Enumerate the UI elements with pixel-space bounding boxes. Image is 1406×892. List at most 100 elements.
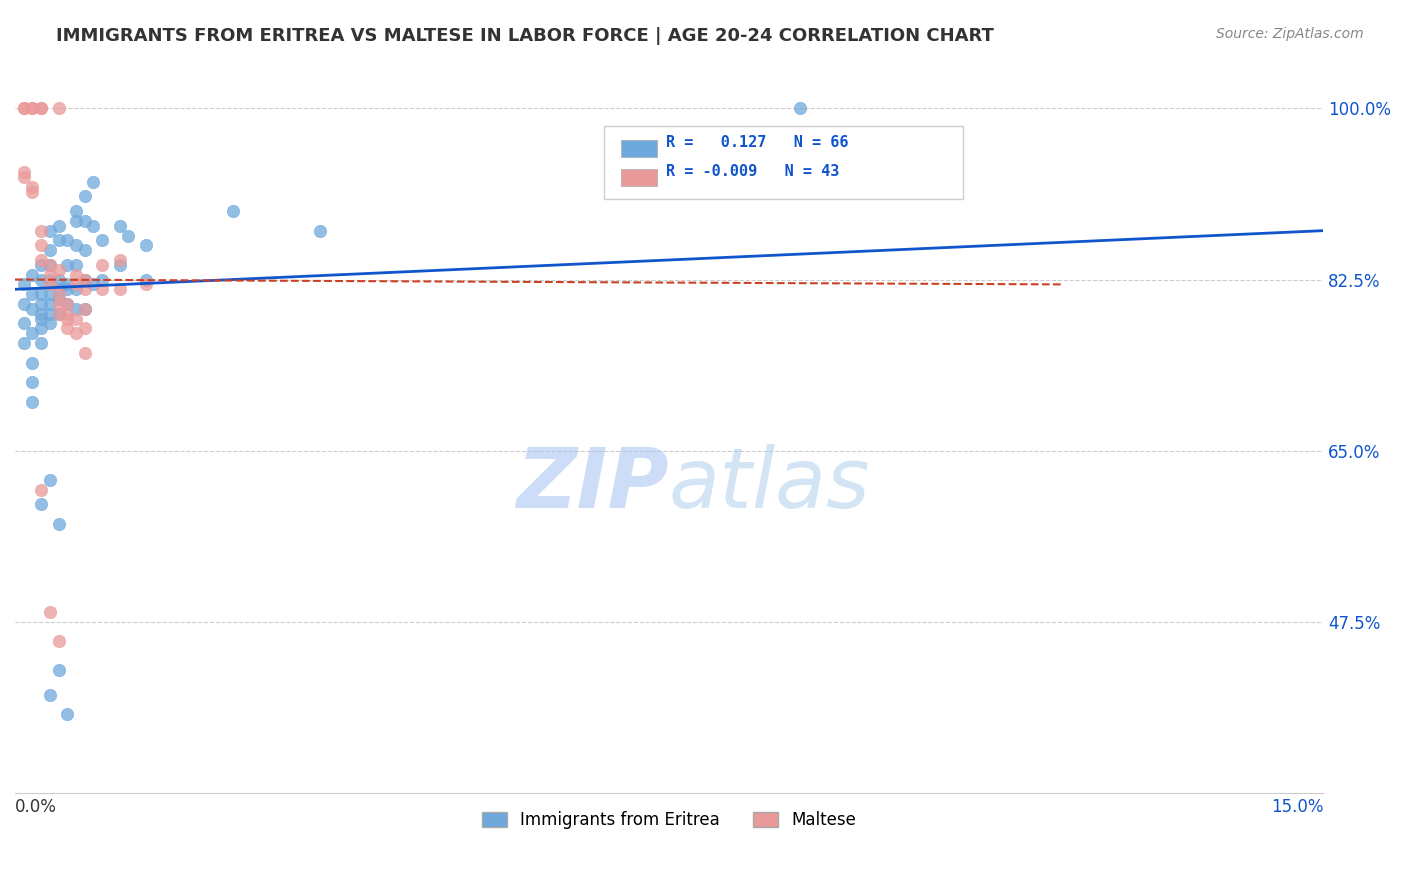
Point <box>30 336 52 351</box>
Point <box>21 326 44 341</box>
Point <box>65 301 87 316</box>
Point <box>30 102 52 116</box>
Point <box>135 277 157 292</box>
Bar <box>620 139 657 157</box>
Point <box>48 634 70 648</box>
Point <box>13 277 35 292</box>
Point <box>56 234 79 248</box>
Point <box>30 224 52 238</box>
Point <box>30 272 52 286</box>
Point <box>73 282 96 296</box>
Point <box>48 282 70 296</box>
Point <box>91 272 114 286</box>
Point <box>117 228 139 243</box>
Point <box>30 102 52 116</box>
Point <box>30 258 52 272</box>
Point <box>82 219 104 233</box>
Point <box>108 252 131 267</box>
Point <box>13 317 35 331</box>
Point <box>65 214 87 228</box>
Point <box>135 272 157 286</box>
Point <box>48 234 70 248</box>
Text: R =   0.127   N = 66: R = 0.127 N = 66 <box>666 135 849 150</box>
Point <box>65 258 87 272</box>
Point <box>108 258 131 272</box>
Point <box>65 282 87 296</box>
Point <box>48 262 70 277</box>
Point <box>56 307 79 321</box>
Point <box>56 277 79 292</box>
Point <box>30 307 52 321</box>
Point <box>82 175 104 189</box>
Point <box>82 277 104 292</box>
Point <box>38 224 60 238</box>
Point <box>73 301 96 316</box>
Point <box>73 321 96 335</box>
Point <box>21 179 44 194</box>
FancyBboxPatch shape <box>603 126 963 199</box>
Point <box>65 311 87 326</box>
Point <box>21 287 44 301</box>
Point <box>48 219 70 233</box>
Point <box>91 258 114 272</box>
Point <box>13 102 35 116</box>
Point <box>48 102 70 116</box>
Point <box>65 204 87 219</box>
Point <box>65 268 87 282</box>
Point <box>91 234 114 248</box>
Point <box>21 394 44 409</box>
Text: R = -0.009   N = 43: R = -0.009 N = 43 <box>666 164 839 179</box>
Point <box>21 301 44 316</box>
Point <box>30 321 52 335</box>
Text: 0.0%: 0.0% <box>15 797 56 815</box>
Point <box>30 252 52 267</box>
Point <box>108 219 131 233</box>
Point <box>48 292 70 306</box>
Point <box>13 165 35 179</box>
Point <box>13 297 35 311</box>
Point <box>65 326 87 341</box>
Point <box>56 311 79 326</box>
Text: IMMIGRANTS FROM ERITREA VS MALTESE IN LABOR FORCE | AGE 20-24 CORRELATION CHART: IMMIGRANTS FROM ERITREA VS MALTESE IN LA… <box>56 27 994 45</box>
Point <box>38 258 60 272</box>
Point <box>56 282 79 296</box>
Point <box>73 272 96 286</box>
Point <box>13 169 35 184</box>
Point <box>38 258 60 272</box>
Point <box>65 238 87 252</box>
Point <box>38 268 60 282</box>
Point <box>48 307 70 321</box>
Point <box>73 189 96 203</box>
Point <box>38 272 60 286</box>
Point <box>38 307 60 321</box>
Point <box>56 297 79 311</box>
Point <box>48 664 70 678</box>
Point <box>56 321 79 335</box>
Point <box>56 707 79 722</box>
Point <box>91 282 114 296</box>
Legend: Immigrants from Eritrea, Maltese: Immigrants from Eritrea, Maltese <box>475 805 863 836</box>
Text: atlas: atlas <box>669 444 870 525</box>
Point <box>73 214 96 228</box>
Point <box>13 336 35 351</box>
Point <box>73 301 96 316</box>
Point <box>30 497 52 511</box>
Point <box>21 102 44 116</box>
Point <box>30 297 52 311</box>
Bar <box>620 169 657 186</box>
Point <box>38 287 60 301</box>
Point <box>30 483 52 497</box>
Point <box>38 243 60 257</box>
Point <box>789 102 811 116</box>
Point <box>48 297 70 311</box>
Text: Source: ZipAtlas.com: Source: ZipAtlas.com <box>1216 27 1364 41</box>
Point <box>38 605 60 619</box>
Point <box>30 238 52 252</box>
Point <box>309 224 332 238</box>
Point <box>21 375 44 389</box>
Point <box>30 287 52 301</box>
Point <box>65 277 87 292</box>
Point <box>38 297 60 311</box>
Point <box>30 311 52 326</box>
Point <box>56 258 79 272</box>
